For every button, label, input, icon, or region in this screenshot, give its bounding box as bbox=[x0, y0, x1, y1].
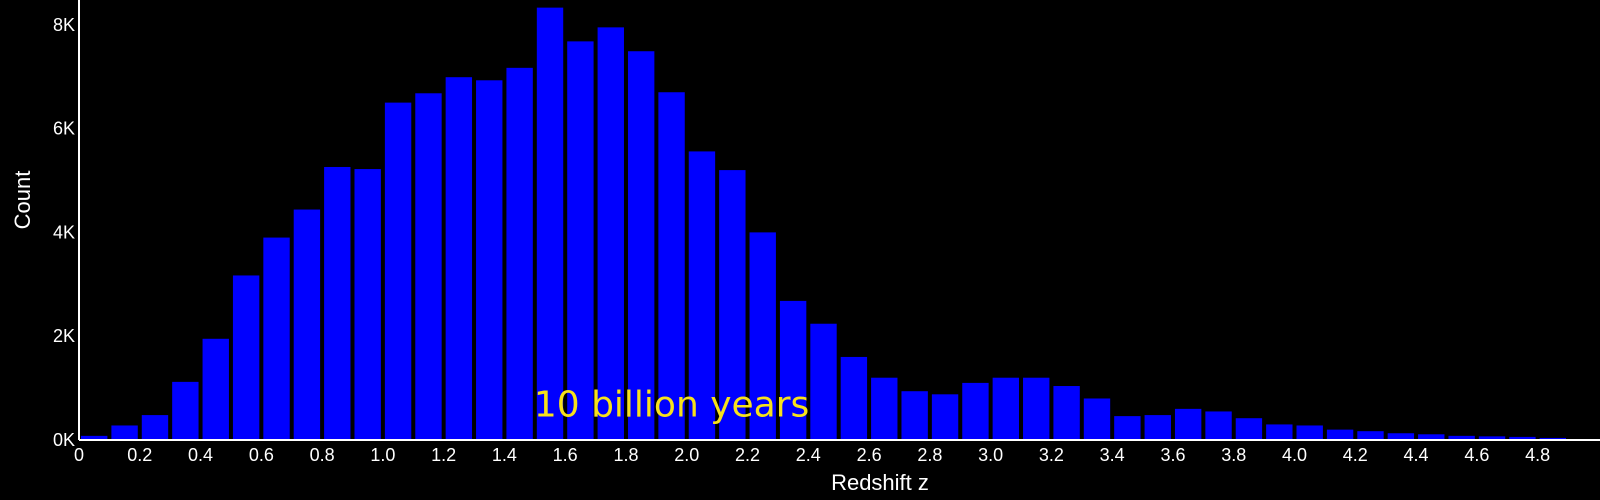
histogram-bar bbox=[111, 425, 138, 440]
histogram-bar bbox=[172, 381, 199, 440]
histogram-bar bbox=[202, 338, 229, 440]
x-tick-label: 1.0 bbox=[370, 445, 395, 465]
histogram-bar bbox=[1539, 437, 1566, 440]
bars-group bbox=[81, 7, 1566, 441]
histogram-bar bbox=[536, 7, 564, 440]
histogram-bar bbox=[1144, 415, 1171, 440]
x-tick-label: 1.2 bbox=[431, 445, 456, 465]
histogram-bar bbox=[749, 232, 776, 440]
histogram-bar bbox=[1387, 433, 1415, 440]
histogram-bar bbox=[354, 169, 381, 440]
histogram-bar bbox=[810, 323, 837, 440]
histogram-bar bbox=[901, 391, 928, 440]
x-axis-label: Redshift z bbox=[831, 470, 929, 495]
histogram-bar bbox=[688, 151, 716, 440]
x-tick-label: 1.8 bbox=[613, 445, 638, 465]
histogram-bar bbox=[597, 27, 624, 441]
x-tick-labels: 0 0.2 0.4 0.6 0.8 1.0 1.2 1.4 1.6 1.8 2.0 2.2 2.4 2.6… bbox=[74, 445, 1550, 465]
y-tick-label: 6K bbox=[53, 119, 75, 139]
x-tick-label: 2.8 bbox=[917, 445, 942, 465]
histogram-bar bbox=[1023, 377, 1050, 440]
histogram-bar bbox=[992, 377, 1020, 440]
x-tick-label: 3.8 bbox=[1221, 445, 1246, 465]
histogram-bar bbox=[1266, 424, 1293, 440]
histogram-bar bbox=[1418, 434, 1445, 440]
histogram-bar bbox=[567, 41, 594, 441]
x-tick-label: 4.0 bbox=[1282, 445, 1307, 465]
histogram-bar bbox=[1448, 435, 1475, 440]
y-tick-label: 0K bbox=[53, 430, 75, 450]
histogram-bar bbox=[324, 166, 351, 441]
x-tick-label: 4.8 bbox=[1525, 445, 1550, 465]
x-tick-label: 1.6 bbox=[553, 445, 578, 465]
x-tick-label: 1.4 bbox=[492, 445, 517, 465]
x-tick-label: 3.2 bbox=[1039, 445, 1064, 465]
x-tick-label: 2.2 bbox=[735, 445, 760, 465]
histogram-bar bbox=[1083, 398, 1111, 440]
histogram-bar bbox=[1478, 436, 1506, 440]
histogram-bar bbox=[384, 102, 412, 441]
histogram-bar bbox=[840, 356, 868, 440]
histogram-bar bbox=[263, 237, 290, 440]
histogram-bar bbox=[627, 51, 655, 440]
histogram-bar bbox=[1357, 431, 1384, 440]
histogram-bar bbox=[141, 415, 169, 440]
histogram-bar bbox=[871, 377, 898, 440]
y-axis-label: Count bbox=[10, 171, 35, 230]
histogram-bar bbox=[1053, 386, 1080, 440]
histogram-bar bbox=[445, 77, 473, 440]
x-tick-label: 3.6 bbox=[1160, 445, 1185, 465]
histogram-bar bbox=[506, 67, 533, 440]
x-tick-label: 3.0 bbox=[978, 445, 1003, 465]
histogram-bar bbox=[1509, 436, 1536, 440]
histogram-bar bbox=[1296, 425, 1323, 440]
x-tick-label: 0.6 bbox=[249, 445, 274, 465]
histogram-bar bbox=[293, 209, 321, 440]
histogram-bar bbox=[931, 394, 959, 440]
x-tick-label: 2.0 bbox=[674, 445, 699, 465]
histogram-bar bbox=[962, 382, 989, 440]
histogram-bar bbox=[1326, 429, 1354, 440]
histogram-bar bbox=[779, 300, 807, 440]
x-tick-label: 2.4 bbox=[796, 445, 821, 465]
histogram-bar bbox=[415, 93, 442, 440]
x-tick-label: 4.2 bbox=[1343, 445, 1368, 465]
x-tick-label: 0.4 bbox=[188, 445, 213, 465]
x-tick-label: 3.4 bbox=[1100, 445, 1125, 465]
y-tick-label: 4K bbox=[53, 222, 75, 242]
histogram-bar bbox=[81, 435, 108, 440]
x-tick-label: 2.6 bbox=[857, 445, 882, 465]
histogram-bar bbox=[232, 275, 260, 440]
annotation-label: 10 billion years bbox=[534, 384, 809, 425]
y-tick-label: 2K bbox=[53, 326, 75, 346]
histogram-bar bbox=[719, 170, 746, 440]
histogram-bar bbox=[1205, 411, 1232, 440]
x-tick-label: 0 bbox=[74, 445, 84, 465]
x-tick-label: 4.4 bbox=[1404, 445, 1429, 465]
y-tick-labels: 0K 2K 4K 6K 8K bbox=[53, 15, 75, 450]
histogram-bar bbox=[658, 92, 685, 441]
x-tick-label: 4.6 bbox=[1464, 445, 1489, 465]
x-tick-label: 0.2 bbox=[127, 445, 152, 465]
histogram-bar bbox=[476, 80, 503, 441]
y-tick-label: 8K bbox=[53, 15, 75, 35]
x-tick-label: 0.8 bbox=[310, 445, 335, 465]
histogram-bar bbox=[1174, 408, 1202, 440]
histogram-bar bbox=[1114, 416, 1141, 440]
histogram-bar bbox=[1235, 418, 1263, 440]
